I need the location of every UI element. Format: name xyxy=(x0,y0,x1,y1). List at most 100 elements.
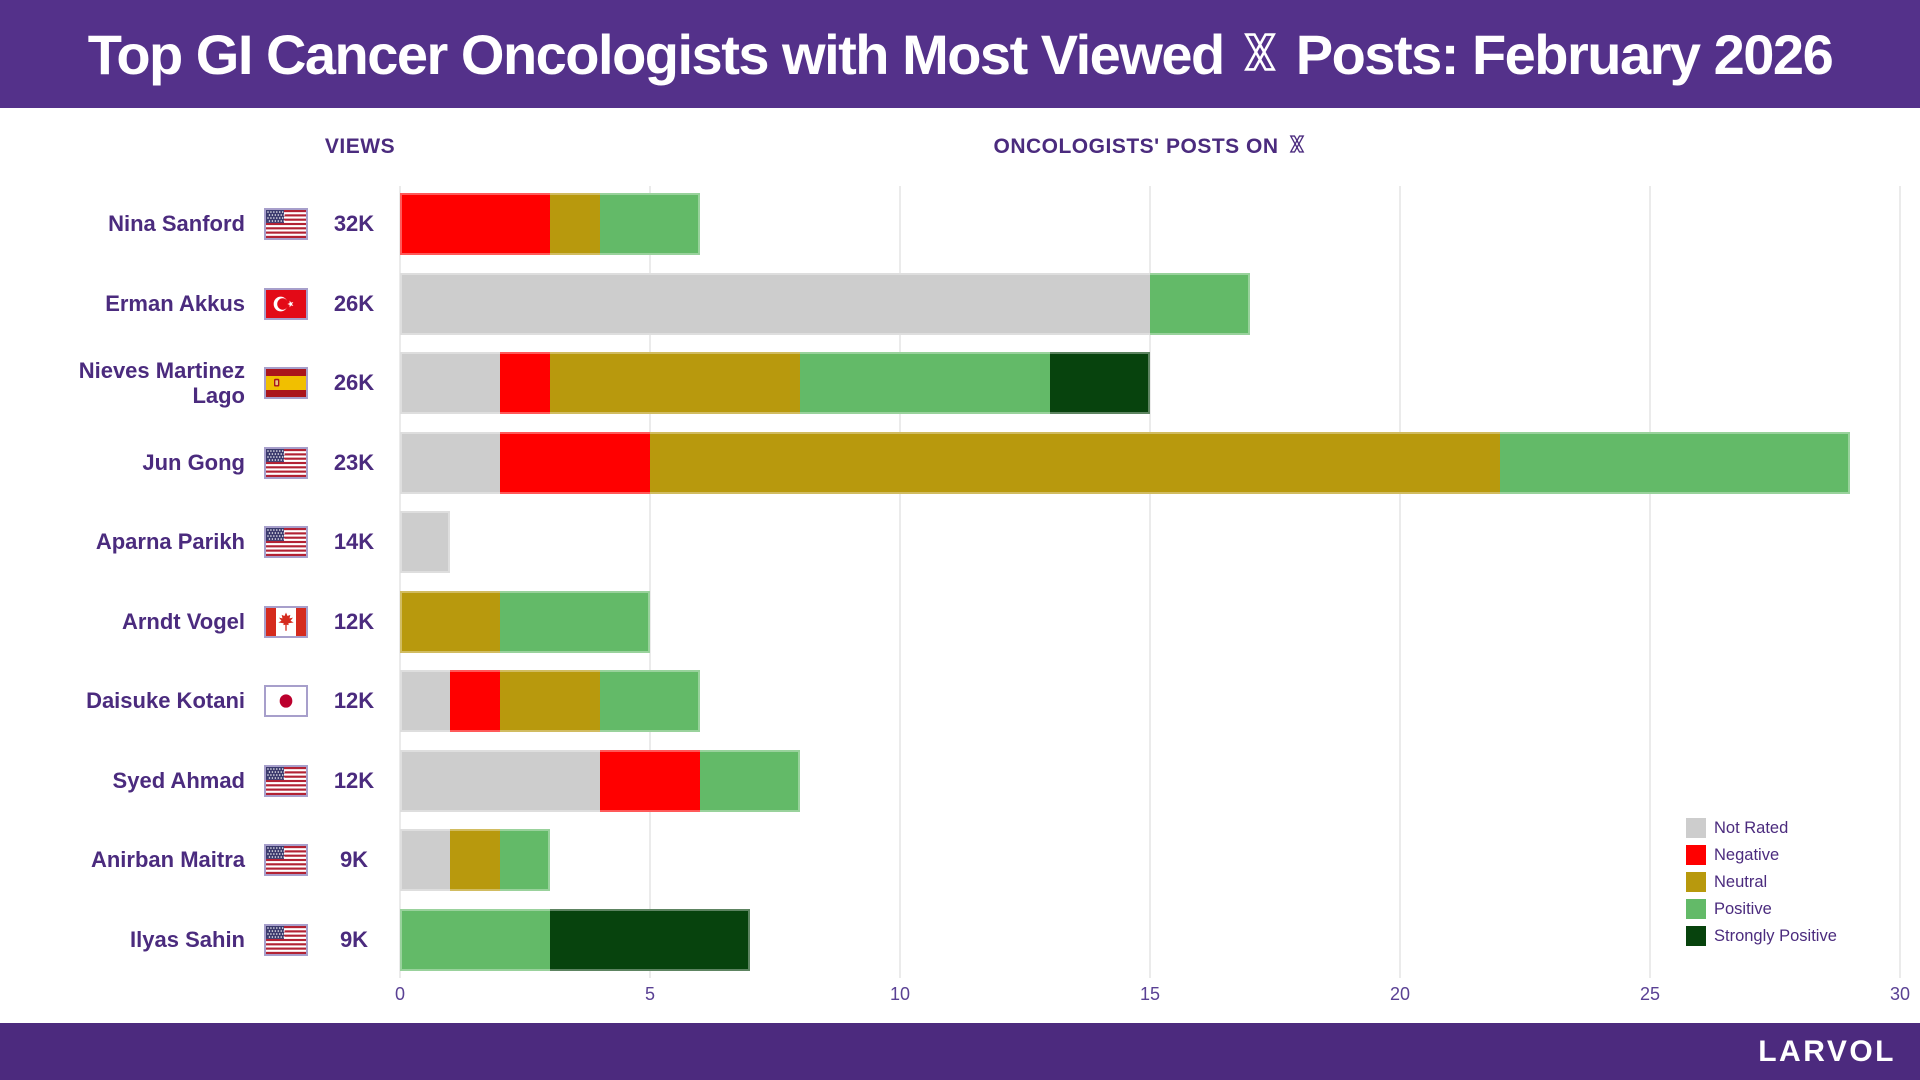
bar-segment-positive xyxy=(600,670,700,732)
sentiment-stacked-bar xyxy=(400,272,1250,335)
larvol-logo: LARVOL xyxy=(1758,1034,1896,1068)
views-count: 12K xyxy=(333,767,375,793)
bar-segment-positive xyxy=(600,193,700,255)
legend-item-strongly-positive: Strongly Positive xyxy=(1686,926,1837,946)
x-twitter-logo-icon xyxy=(1238,22,1282,87)
views-count: 26K xyxy=(333,370,375,395)
views-count: 12K xyxy=(333,688,375,713)
legend-swatch-not-rated xyxy=(1686,818,1706,838)
country-flag-icon-us xyxy=(264,446,308,479)
oncologist-row: Syed Ahmad 12K xyxy=(0,749,1920,812)
oncologist-name: Erman Akkus xyxy=(105,290,245,316)
legend-label: Negative xyxy=(1714,845,1780,864)
posts-column-header: ONCOLOGISTS' POSTS ON xyxy=(850,132,1450,162)
gridline-x-30 xyxy=(1899,186,1901,978)
x-twitter-logo-icon xyxy=(1287,134,1307,160)
bar-segment-positive xyxy=(400,908,550,971)
views-count: 14K xyxy=(333,529,375,554)
gridline-x-5 xyxy=(649,186,651,978)
bar-segment-neutral xyxy=(500,670,600,732)
oncologist-row: Jun Gong 23K xyxy=(0,431,1920,494)
x-axis-tick-label: 0 xyxy=(394,984,405,1004)
views-count: 26K xyxy=(333,290,375,316)
bar-segment-positive xyxy=(500,829,550,891)
sentiment-stacked-bar xyxy=(400,511,450,573)
x-axis-tick-label: 5 xyxy=(644,984,655,1004)
bar-segment-not-rated xyxy=(400,352,500,414)
legend-label: Strongly Positive xyxy=(1714,926,1837,945)
oncologist-row: Arndt Vogel 12K xyxy=(0,590,1920,653)
legend-label: Positive xyxy=(1714,899,1772,918)
bar-segment-neutral xyxy=(650,431,1500,494)
bar-segment-positive xyxy=(500,590,650,653)
page-title-post: Posts: February 2026 xyxy=(1295,22,1834,86)
country-flag-icon-us xyxy=(264,764,308,797)
views-count: 9K xyxy=(339,847,369,872)
country-flag-icon-es xyxy=(264,367,308,399)
bar-segment-positive xyxy=(1500,431,1850,494)
gridline-x-0 xyxy=(399,186,401,978)
country-flag-icon-us xyxy=(264,526,308,558)
sentiment-stacked-bar xyxy=(400,352,1150,414)
oncologist-row: Nieves Martinez Lago 26K xyxy=(0,352,1920,414)
bar-segment-not-rated xyxy=(400,272,1150,335)
bar-segment-negative xyxy=(500,352,550,414)
oncologist-name: Nieves Martinez Lago xyxy=(78,357,245,408)
bar-segment-neutral xyxy=(550,193,600,255)
legend-item-not-rated: Not Rated xyxy=(1686,818,1837,838)
country-flag-icon-us xyxy=(264,208,308,240)
oncologist-row: Nina Sanford 32K xyxy=(0,193,1920,255)
x-axis-tick-label: 15 xyxy=(1139,984,1161,1004)
sentiment-stacked-bar xyxy=(400,829,550,891)
views-count: 12K xyxy=(333,608,375,634)
bar-segment-neutral xyxy=(550,352,800,414)
oncologist-name: Ilyas Sahin xyxy=(130,926,245,952)
legend-swatch-neutral xyxy=(1686,872,1706,892)
sentiment-stacked-bar xyxy=(400,590,650,653)
oncologist-row: Erman Akkus 26K xyxy=(0,272,1920,335)
bar-segment-strongly-positive xyxy=(550,908,750,971)
x-axis-tick-label: 10 xyxy=(889,984,911,1004)
sentiment-stacked-bar xyxy=(400,431,1850,494)
oncologist-name: Anirban Maitra xyxy=(90,847,245,873)
oncologist-row: Aparna Parikh 14K xyxy=(0,511,1920,573)
legend-swatch-strongly-positive xyxy=(1686,926,1706,946)
gridline-x-25 xyxy=(1649,186,1651,978)
sentiment-stacked-bar xyxy=(400,908,750,971)
legend-swatch-negative xyxy=(1686,845,1706,865)
legend-item-positive: Positive xyxy=(1686,899,1837,919)
legend-item-negative: Negative xyxy=(1686,845,1837,865)
oncologist-name: Daisuke Kotani xyxy=(86,688,245,714)
footer-bar: LARVOL xyxy=(0,1023,1920,1080)
country-flag-icon-tr xyxy=(264,287,308,320)
bar-segment-not-rated xyxy=(400,511,450,573)
country-flag-icon-ca xyxy=(264,605,308,638)
x-axis-tick-label: 25 xyxy=(1639,984,1661,1004)
bar-segment-positive xyxy=(800,352,1050,414)
gridline-x-15 xyxy=(1149,186,1151,978)
oncologist-row: Anirban Maitra 9K xyxy=(0,829,1920,891)
oncologist-name: Aparna Parikh xyxy=(95,529,245,555)
bar-segment-negative xyxy=(400,193,550,255)
bar-segment-not-rated xyxy=(400,829,450,891)
oncologist-name: Jun Gong xyxy=(142,449,245,475)
legend-item-neutral: Neutral xyxy=(1686,872,1837,892)
oncologist-name: Syed Ahmad xyxy=(112,767,245,793)
bar-segment-neutral xyxy=(400,590,500,653)
bar-segment-positive xyxy=(700,749,800,812)
views-count: 32K xyxy=(333,211,375,236)
bar-segment-neutral xyxy=(450,829,500,891)
gridline-x-20 xyxy=(1399,186,1401,978)
oncologist-name: Arndt Vogel xyxy=(121,608,245,634)
country-flag-icon-us xyxy=(264,923,308,956)
oncologist-row: Ilyas Sahin 9K xyxy=(0,908,1920,971)
bar-segment-not-rated xyxy=(400,431,500,494)
legend-swatch-positive xyxy=(1686,899,1706,919)
bar-segment-negative xyxy=(600,749,700,812)
bar-segment-not-rated xyxy=(400,749,600,812)
x-axis-tick-label: 20 xyxy=(1389,984,1411,1004)
country-flag-icon-jp xyxy=(264,685,308,717)
x-axis-tick-label: 30 xyxy=(1889,984,1911,1004)
bar-segment-not-rated xyxy=(400,670,450,732)
sentiment-stacked-bar xyxy=(400,749,800,812)
